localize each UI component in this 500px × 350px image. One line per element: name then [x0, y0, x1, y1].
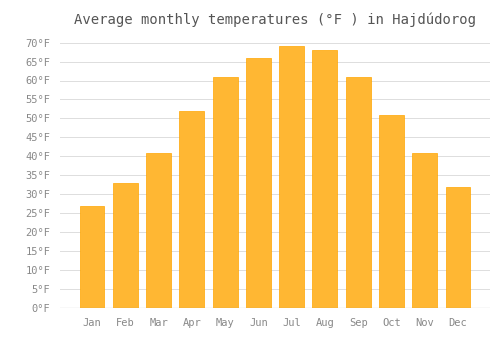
Bar — [246, 58, 271, 308]
Bar — [346, 77, 370, 308]
Bar — [312, 50, 338, 308]
Bar — [446, 187, 470, 308]
Bar — [279, 46, 304, 308]
Bar — [212, 77, 238, 308]
Bar — [379, 115, 404, 308]
Bar — [180, 111, 204, 308]
Title: Average monthly temperatures (°F ) in Hajdúdorog: Average monthly temperatures (°F ) in Ha… — [74, 12, 476, 27]
Bar — [146, 153, 171, 308]
Bar — [113, 183, 138, 308]
Bar — [80, 206, 104, 308]
Bar — [412, 153, 437, 308]
